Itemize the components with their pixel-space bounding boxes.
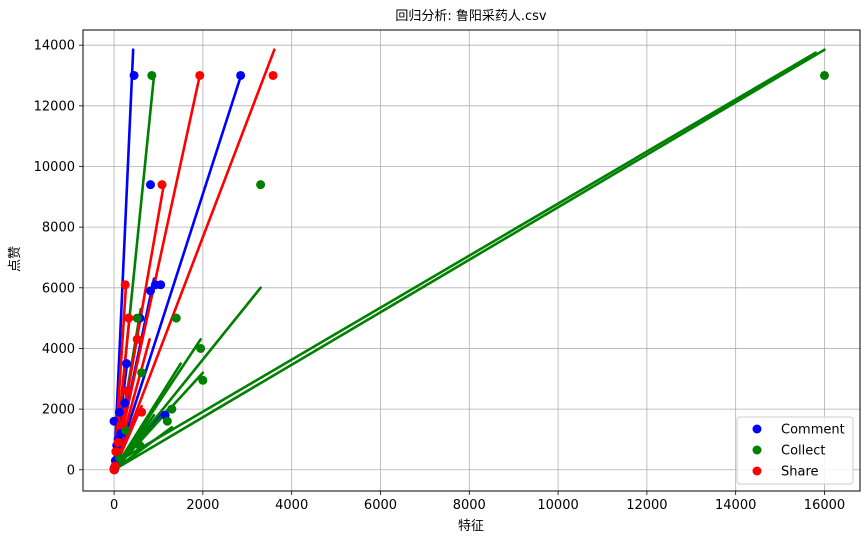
legend-label-share: Share (781, 465, 819, 480)
collect-point (116, 454, 126, 464)
collect-point (198, 375, 208, 385)
share-point (132, 334, 142, 344)
x-tick-label: 14000 (715, 498, 756, 513)
comment-point (236, 70, 246, 80)
y-axis-title: 点赞 (8, 246, 23, 272)
collect-fit-line (112, 51, 817, 466)
legend-label-comment: Comment (781, 423, 845, 438)
x-axis-title: 特征 (458, 519, 484, 534)
axis-ticks: 0 2000 4000 6000 8000 10000 12000 14000 16000 0 20… (34, 39, 846, 513)
y-tick-label: 12000 (34, 99, 75, 114)
collect-fit-line (112, 362, 182, 472)
collect-point (147, 70, 157, 80)
y-tick-label: 14000 (34, 39, 75, 54)
collect-point (256, 180, 266, 190)
grid-lines (83, 30, 860, 491)
comment-point (145, 180, 155, 190)
x-tick-label: 4000 (275, 498, 308, 513)
share-point (120, 280, 130, 290)
y-tick-label: 6000 (42, 281, 75, 296)
comment-point (114, 407, 124, 417)
collect-point (171, 313, 181, 323)
y-tick-label: 8000 (42, 221, 75, 236)
collect-fit-line (112, 286, 262, 472)
share-point (268, 70, 278, 80)
x-tick-label: 2000 (186, 498, 219, 513)
share-point (111, 447, 121, 457)
collect-point (167, 404, 177, 414)
x-tick-label: 10000 (537, 498, 578, 513)
share-fit-line (112, 48, 276, 472)
collect-point (137, 368, 147, 378)
data-points (109, 70, 829, 475)
collect-point (162, 416, 172, 426)
collect-fit-line (112, 48, 826, 472)
comment-point (150, 280, 160, 290)
share-point (110, 461, 120, 471)
legend-box (736, 416, 854, 485)
comment-fit-line (112, 72, 243, 472)
y-tick-label: 10000 (34, 160, 75, 175)
collect-point (819, 70, 829, 80)
collect-point (132, 313, 142, 323)
x-tick-label: 16000 (804, 498, 845, 513)
share-point (137, 407, 147, 417)
comment-point (109, 416, 119, 426)
comment-fit-line (112, 48, 135, 472)
legend-marker-share (752, 466, 762, 476)
share-point (116, 419, 126, 429)
share-point (113, 437, 123, 447)
x-tick-label: 0 (110, 498, 118, 513)
legend: Comment Collect Share (736, 416, 854, 485)
comment-point (145, 286, 155, 296)
comment-point (120, 398, 130, 408)
share-point (124, 313, 134, 323)
y-tick-label: 0 (67, 463, 75, 478)
x-tick-label: 8000 (453, 498, 486, 513)
y-tick-label: 4000 (42, 342, 75, 357)
collect-point (135, 441, 145, 451)
x-tick-label: 6000 (364, 498, 397, 513)
legend-marker-comment (752, 424, 762, 434)
share-point (157, 180, 167, 190)
y-tick-label: 2000 (42, 403, 75, 418)
collect-point (196, 343, 206, 353)
legend-label-collect: Collect (781, 444, 826, 459)
legend-marker-collect (752, 445, 762, 455)
plot-frame (82, 29, 861, 492)
chart-title: 回归分析: 鲁阳采药人.csv (395, 9, 547, 24)
share-point (122, 386, 132, 396)
x-tick-label: 12000 (626, 498, 667, 513)
share-point (195, 70, 205, 80)
comment-point (129, 70, 139, 80)
comment-point (122, 359, 132, 369)
